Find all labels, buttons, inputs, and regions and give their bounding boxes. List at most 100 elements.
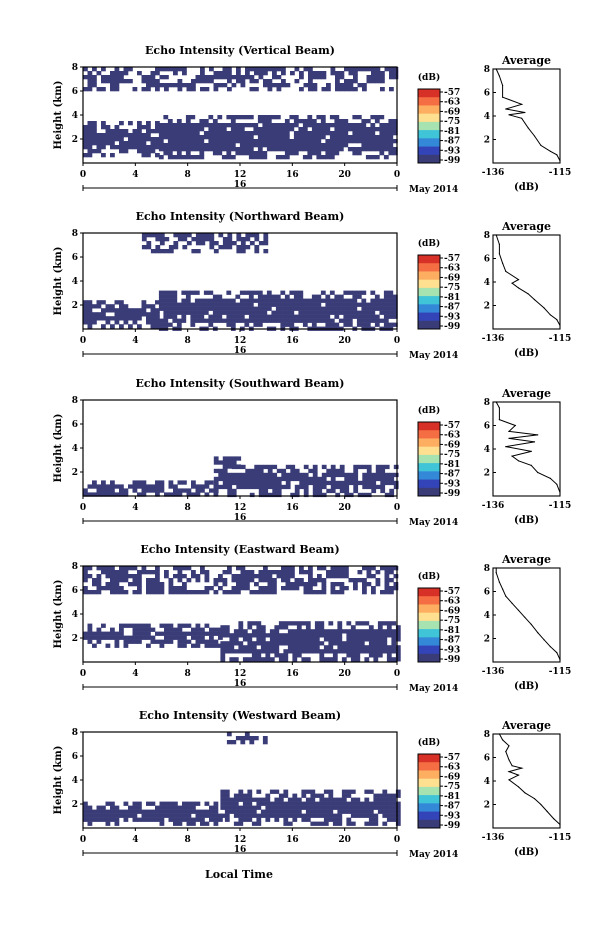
echo-cell (368, 625, 374, 630)
echo-cell (176, 127, 182, 132)
echo-cell (227, 566, 232, 571)
echo-cell (359, 813, 365, 818)
echo-cell (257, 314, 263, 319)
echo-cell (119, 121, 124, 126)
echo-cell (280, 147, 286, 152)
echo-cell (344, 87, 349, 92)
echo-cell (240, 586, 246, 591)
echo-cell (254, 480, 260, 486)
echo-cell (352, 139, 358, 144)
echo-cell (305, 797, 311, 802)
echo-cell (158, 290, 164, 295)
colorbar-frame (417, 587, 441, 663)
echo-cell (296, 621, 302, 626)
echo-cell (132, 809, 138, 814)
echo-cell (374, 302, 380, 307)
echo-cell (375, 472, 381, 478)
echo-cell (275, 294, 281, 299)
echo-cell (105, 129, 111, 134)
echo-cell (388, 119, 394, 124)
echo-cell (263, 488, 269, 494)
echo-cell (272, 480, 278, 486)
echo-cell (114, 79, 120, 84)
echo-cell (114, 308, 120, 313)
echo-cell (173, 631, 178, 636)
echo-cell (235, 139, 241, 144)
echo-cell (242, 657, 248, 662)
colorbar-tick-label: -99 (444, 821, 460, 831)
echo-cell (191, 817, 196, 822)
profile-point (498, 243, 500, 245)
echo-cell (347, 147, 353, 152)
echo-cell (302, 147, 308, 152)
echo-cell (137, 635, 142, 640)
echo-cell (181, 298, 187, 303)
echo-cell (235, 318, 241, 323)
echo-cell (105, 141, 111, 146)
echo-cell (158, 127, 164, 132)
echo-cell (355, 633, 361, 638)
echo-cell (110, 574, 115, 579)
echo-cell (101, 623, 106, 628)
echo-cell (328, 633, 334, 638)
profile-point (559, 160, 561, 162)
date-label: May 2014 (409, 684, 458, 694)
echo-cell (293, 290, 299, 295)
echo-cell (253, 290, 259, 295)
echo-cell (158, 306, 164, 311)
echo-cell (260, 629, 266, 634)
echo-cell (200, 233, 206, 238)
echo-cell (337, 637, 343, 642)
echo-cell (366, 484, 372, 490)
echo-cell (177, 813, 183, 818)
echo-cell (163, 115, 169, 120)
echo-cell (222, 71, 228, 76)
echo-cell (182, 639, 187, 644)
echo-cell (263, 480, 269, 486)
echo-cell (231, 75, 237, 80)
echo-cell (353, 578, 358, 583)
echo-cell (92, 133, 97, 138)
echo-cell (389, 472, 395, 478)
echo-cell (227, 241, 233, 246)
profile-point (533, 441, 536, 443)
echo-cell (275, 318, 281, 323)
echo-cell (218, 468, 224, 474)
echo-cell (146, 304, 151, 309)
echo-cell (293, 151, 299, 156)
echo-cell (352, 127, 358, 132)
echo-cell (159, 639, 165, 644)
echo-cell (110, 566, 115, 571)
echo-cell (123, 639, 129, 644)
echo-cell (388, 310, 394, 315)
echo-cell (302, 135, 308, 140)
echo-cell (319, 801, 325, 806)
echo-cell (308, 83, 313, 88)
echo-cell (343, 119, 349, 124)
colorbar-segment (418, 637, 440, 646)
profile-line (498, 733, 561, 825)
colorbar-tick-label: -87 (444, 636, 460, 646)
echo-cell (128, 133, 133, 138)
echo-cell (244, 151, 250, 156)
echo-cell (173, 805, 178, 810)
echo-cell (391, 793, 397, 798)
echo-cell (217, 306, 223, 311)
echo-cell (96, 590, 102, 595)
echo-cell (132, 623, 138, 628)
profile-point (498, 733, 500, 735)
echo-cell (163, 318, 169, 323)
echo-cell (155, 245, 161, 250)
echo-cell (96, 809, 102, 814)
echo-cell (229, 641, 235, 646)
echo-cell (280, 314, 286, 319)
echo-cell (186, 623, 192, 628)
echo-cell (195, 233, 201, 238)
echo-cell (256, 821, 262, 826)
echo-cell (164, 623, 169, 628)
echo-cell (366, 476, 372, 482)
echo-cell (220, 653, 226, 658)
echo-cell (96, 817, 102, 822)
echo-cell (362, 472, 368, 478)
echo-cell (375, 71, 381, 76)
